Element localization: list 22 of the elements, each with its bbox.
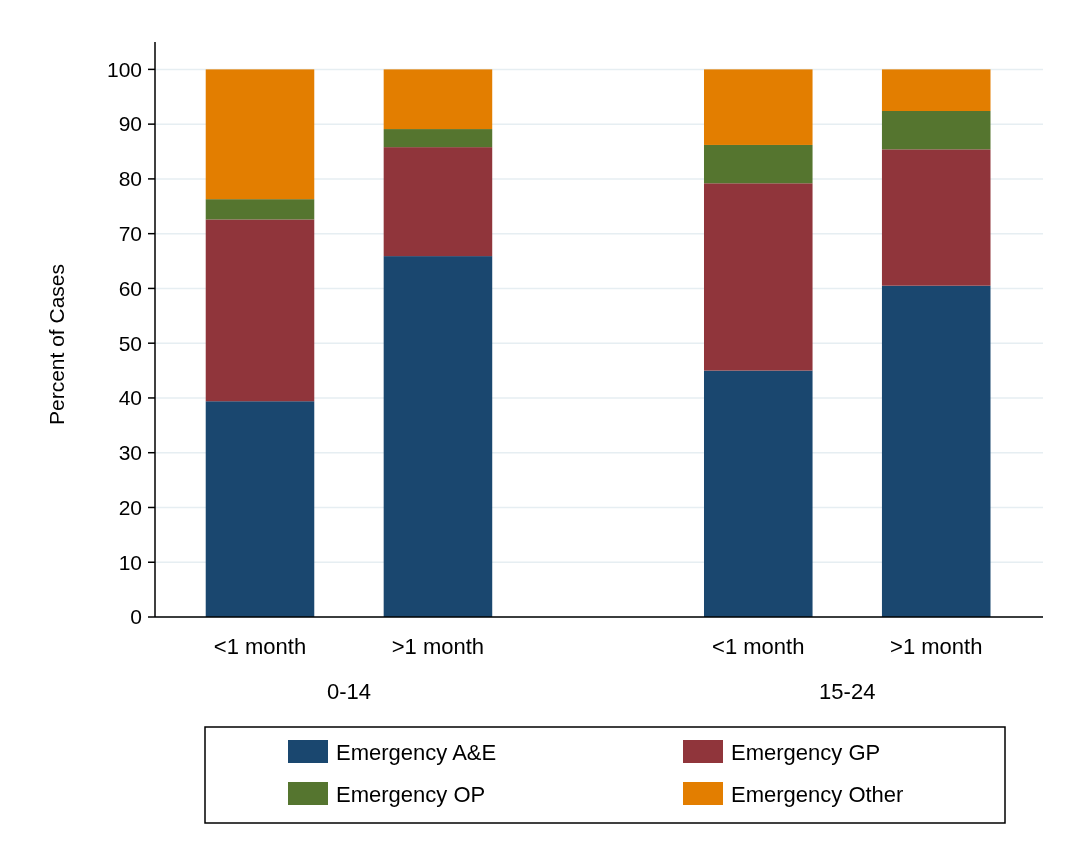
y-tick-label: 10 xyxy=(118,550,142,574)
y-tick-label: 40 xyxy=(118,386,142,410)
legend-label: Emergency GP xyxy=(731,739,881,765)
y-tick-label: 100 xyxy=(106,57,142,81)
x-tick-label: >1 month xyxy=(890,634,983,659)
y-tick-label: 60 xyxy=(118,276,142,300)
y-tick-label: 50 xyxy=(118,331,142,355)
legend-label: Emergency Other xyxy=(731,781,904,807)
x-tick-label: <1 month xyxy=(213,634,307,659)
legend-label: Emergency OP xyxy=(336,781,486,807)
text: 0-14 xyxy=(326,679,371,704)
y-tick-label: 80 xyxy=(118,167,142,191)
y-tick-label: 20 xyxy=(118,495,142,519)
text: 15-24 xyxy=(819,679,876,704)
y-tick-label: 90 xyxy=(118,112,142,136)
x-tick-label: <1 month xyxy=(712,634,805,659)
y-tick-label: 70 xyxy=(118,222,142,246)
x-tick-label: >1 month xyxy=(391,634,485,659)
y-axis-title: Percent of Cases xyxy=(45,263,68,426)
y-tick-label: 30 xyxy=(118,441,142,465)
legend-label: Emergency A&E xyxy=(336,739,497,765)
y-tick-label: 0 xyxy=(130,605,142,629)
